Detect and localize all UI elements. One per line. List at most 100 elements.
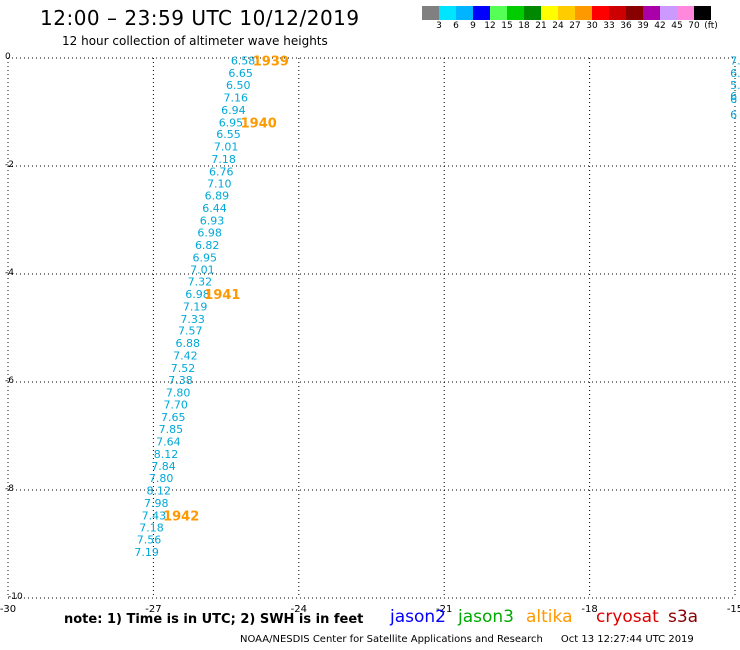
wave-height-value: 7.98 (144, 497, 169, 510)
colorbar-label: 9 (470, 21, 476, 31)
y-tick-label: -8 (5, 484, 14, 494)
colorbar-swatch (677, 6, 694, 20)
wave-height-value: 6.93 (200, 215, 225, 228)
colorbar-label: 33 (603, 21, 615, 31)
wave-height-value: 7.57 (178, 325, 203, 338)
wave-height-value: 6.95 (219, 116, 244, 129)
page-subtitle: 12 hour collection of altimeter wave hei… (62, 34, 328, 48)
colorbar-swatch (660, 6, 677, 20)
x-tick-label: -27 (145, 604, 161, 615)
page-title: 12:00 – 23:59 UTC 10/12/2019 (40, 6, 360, 30)
x-tick-label: -18 (581, 604, 597, 615)
colorbar-label: (ft) (704, 21, 718, 31)
colorbar-swatch (507, 6, 524, 20)
wave-height-value: 7.43 (142, 509, 167, 522)
wave-height-value: 7.84 (151, 460, 176, 473)
legend-jason2: jason2 (390, 607, 446, 627)
time-label: 1941 (204, 288, 240, 303)
time-label: 1942 (163, 509, 199, 524)
wave-height-value: 7.16 (224, 91, 249, 104)
wave-height-value: 7.64 (156, 435, 181, 448)
wave-height-value: 7.85 (159, 423, 184, 436)
wave-height-value: 8.12 (146, 485, 171, 498)
units-note: note: 1) Time is in UTC; 2) SWH is in fe… (64, 612, 364, 627)
wave-height-value: 7.19 (183, 300, 208, 313)
colorbar-swatch (592, 6, 609, 20)
wave-height-value-edge: 6 (730, 109, 737, 122)
colorbar-swatch (456, 6, 473, 20)
wave-height-value: 7.38 (168, 374, 193, 387)
colorbar-label: 36 (620, 21, 632, 31)
wave-height-value: 7.19 (134, 546, 159, 559)
y-tick-label: -4 (5, 268, 14, 278)
wave-height-value: 6.82 (195, 239, 220, 252)
wave-height-value: 6.89 (205, 190, 230, 203)
wave-height-value-edge: 6 (730, 90, 737, 103)
wave-height-value: 8.12 (154, 448, 179, 461)
colorbar-label: 27 (569, 21, 581, 31)
colorbar-label: 42 (654, 21, 666, 31)
colorbar-label: 6 (453, 21, 459, 31)
legend-altika: altika (526, 607, 573, 627)
wave-height-colorbar (422, 6, 711, 20)
y-tick-label: -10 (8, 592, 23, 602)
colorbar-swatch (439, 6, 456, 20)
colorbar-swatch (575, 6, 592, 20)
wave-height-value-edge: 6 (730, 93, 737, 106)
footer: NOAA/NESDIS Center for Satellite Applica… (240, 634, 694, 645)
wave-height-value: 7.52 (171, 362, 196, 375)
colorbar-label: 45 (671, 21, 683, 31)
y-tick-label: -2 (5, 160, 14, 170)
wave-height-value: 7.70 (163, 399, 188, 412)
x-tick-label: -24 (291, 604, 307, 615)
wave-height-value: 6.98 (197, 226, 222, 239)
footer-org: NOAA/NESDIS Center for Satellite Applica… (240, 634, 543, 645)
colorbar-label: 18 (518, 21, 530, 31)
colorbar-label: 12 (484, 21, 496, 31)
x-tick-label: -21 (436, 604, 452, 615)
wave-height-value: 6.95 (193, 251, 218, 264)
x-tick-label: -30 (0, 604, 16, 615)
wave-height-value: 7.56 (137, 534, 162, 547)
wave-height-value: 6.65 (228, 67, 253, 80)
colorbar-swatch (490, 6, 507, 20)
colorbar-label: 24 (552, 21, 564, 31)
wave-height-value-edge: 7.0 (730, 55, 740, 68)
colorbar-swatch (643, 6, 660, 20)
time-label: 1939 (253, 55, 289, 70)
colorbar-swatch (473, 6, 490, 20)
wave-height-value: 7.33 (180, 313, 205, 326)
wave-height-value: 7.18 (139, 521, 164, 534)
colorbar-labels: 3 6 9 12 15 18 21 24 27 30 33 36 39 42 45 70 (ft) (422, 21, 740, 35)
colorbar-label: 70 (688, 21, 700, 31)
colorbar-swatch (524, 6, 541, 20)
wave-height-value: 7.18 (211, 153, 236, 166)
time-label: 1940 (241, 116, 277, 131)
x-tick-label: -15 (727, 604, 740, 615)
colorbar-label: 39 (637, 21, 649, 31)
y-tick-label: 0 (5, 52, 11, 62)
colorbar-label: 3 (436, 21, 442, 31)
wave-height-value: 7.10 (207, 177, 232, 190)
wave-height-value: 6.94 (221, 104, 246, 117)
colorbar-swatch (609, 6, 626, 20)
wave-height-value-edge: 5. (730, 79, 740, 92)
colorbar-swatch (558, 6, 575, 20)
wave-height-value: 6.58 (231, 55, 256, 68)
wave-height-value: 7.80 (166, 386, 191, 399)
wave-height-value: 7.65 (161, 411, 186, 424)
wave-height-value: 7.42 (173, 350, 198, 363)
colorbar-swatch (422, 6, 439, 20)
colorbar-swatch (626, 6, 643, 20)
wave-height-value: 6.50 (226, 79, 251, 92)
colorbar-swatch (541, 6, 558, 20)
wave-height-value: 7.32 (188, 276, 213, 289)
footer-timestamp: Oct 13 12:27:44 UTC 2019 (560, 634, 694, 645)
wave-height-value: 6.44 (202, 202, 227, 215)
legend-cryosat: cryosat (596, 607, 659, 627)
wave-height-value: 6.88 (176, 337, 201, 350)
wave-height-value: 6.76 (209, 165, 234, 178)
colorbar-label: 30 (586, 21, 598, 31)
legend-s3a: s3a (668, 607, 699, 627)
